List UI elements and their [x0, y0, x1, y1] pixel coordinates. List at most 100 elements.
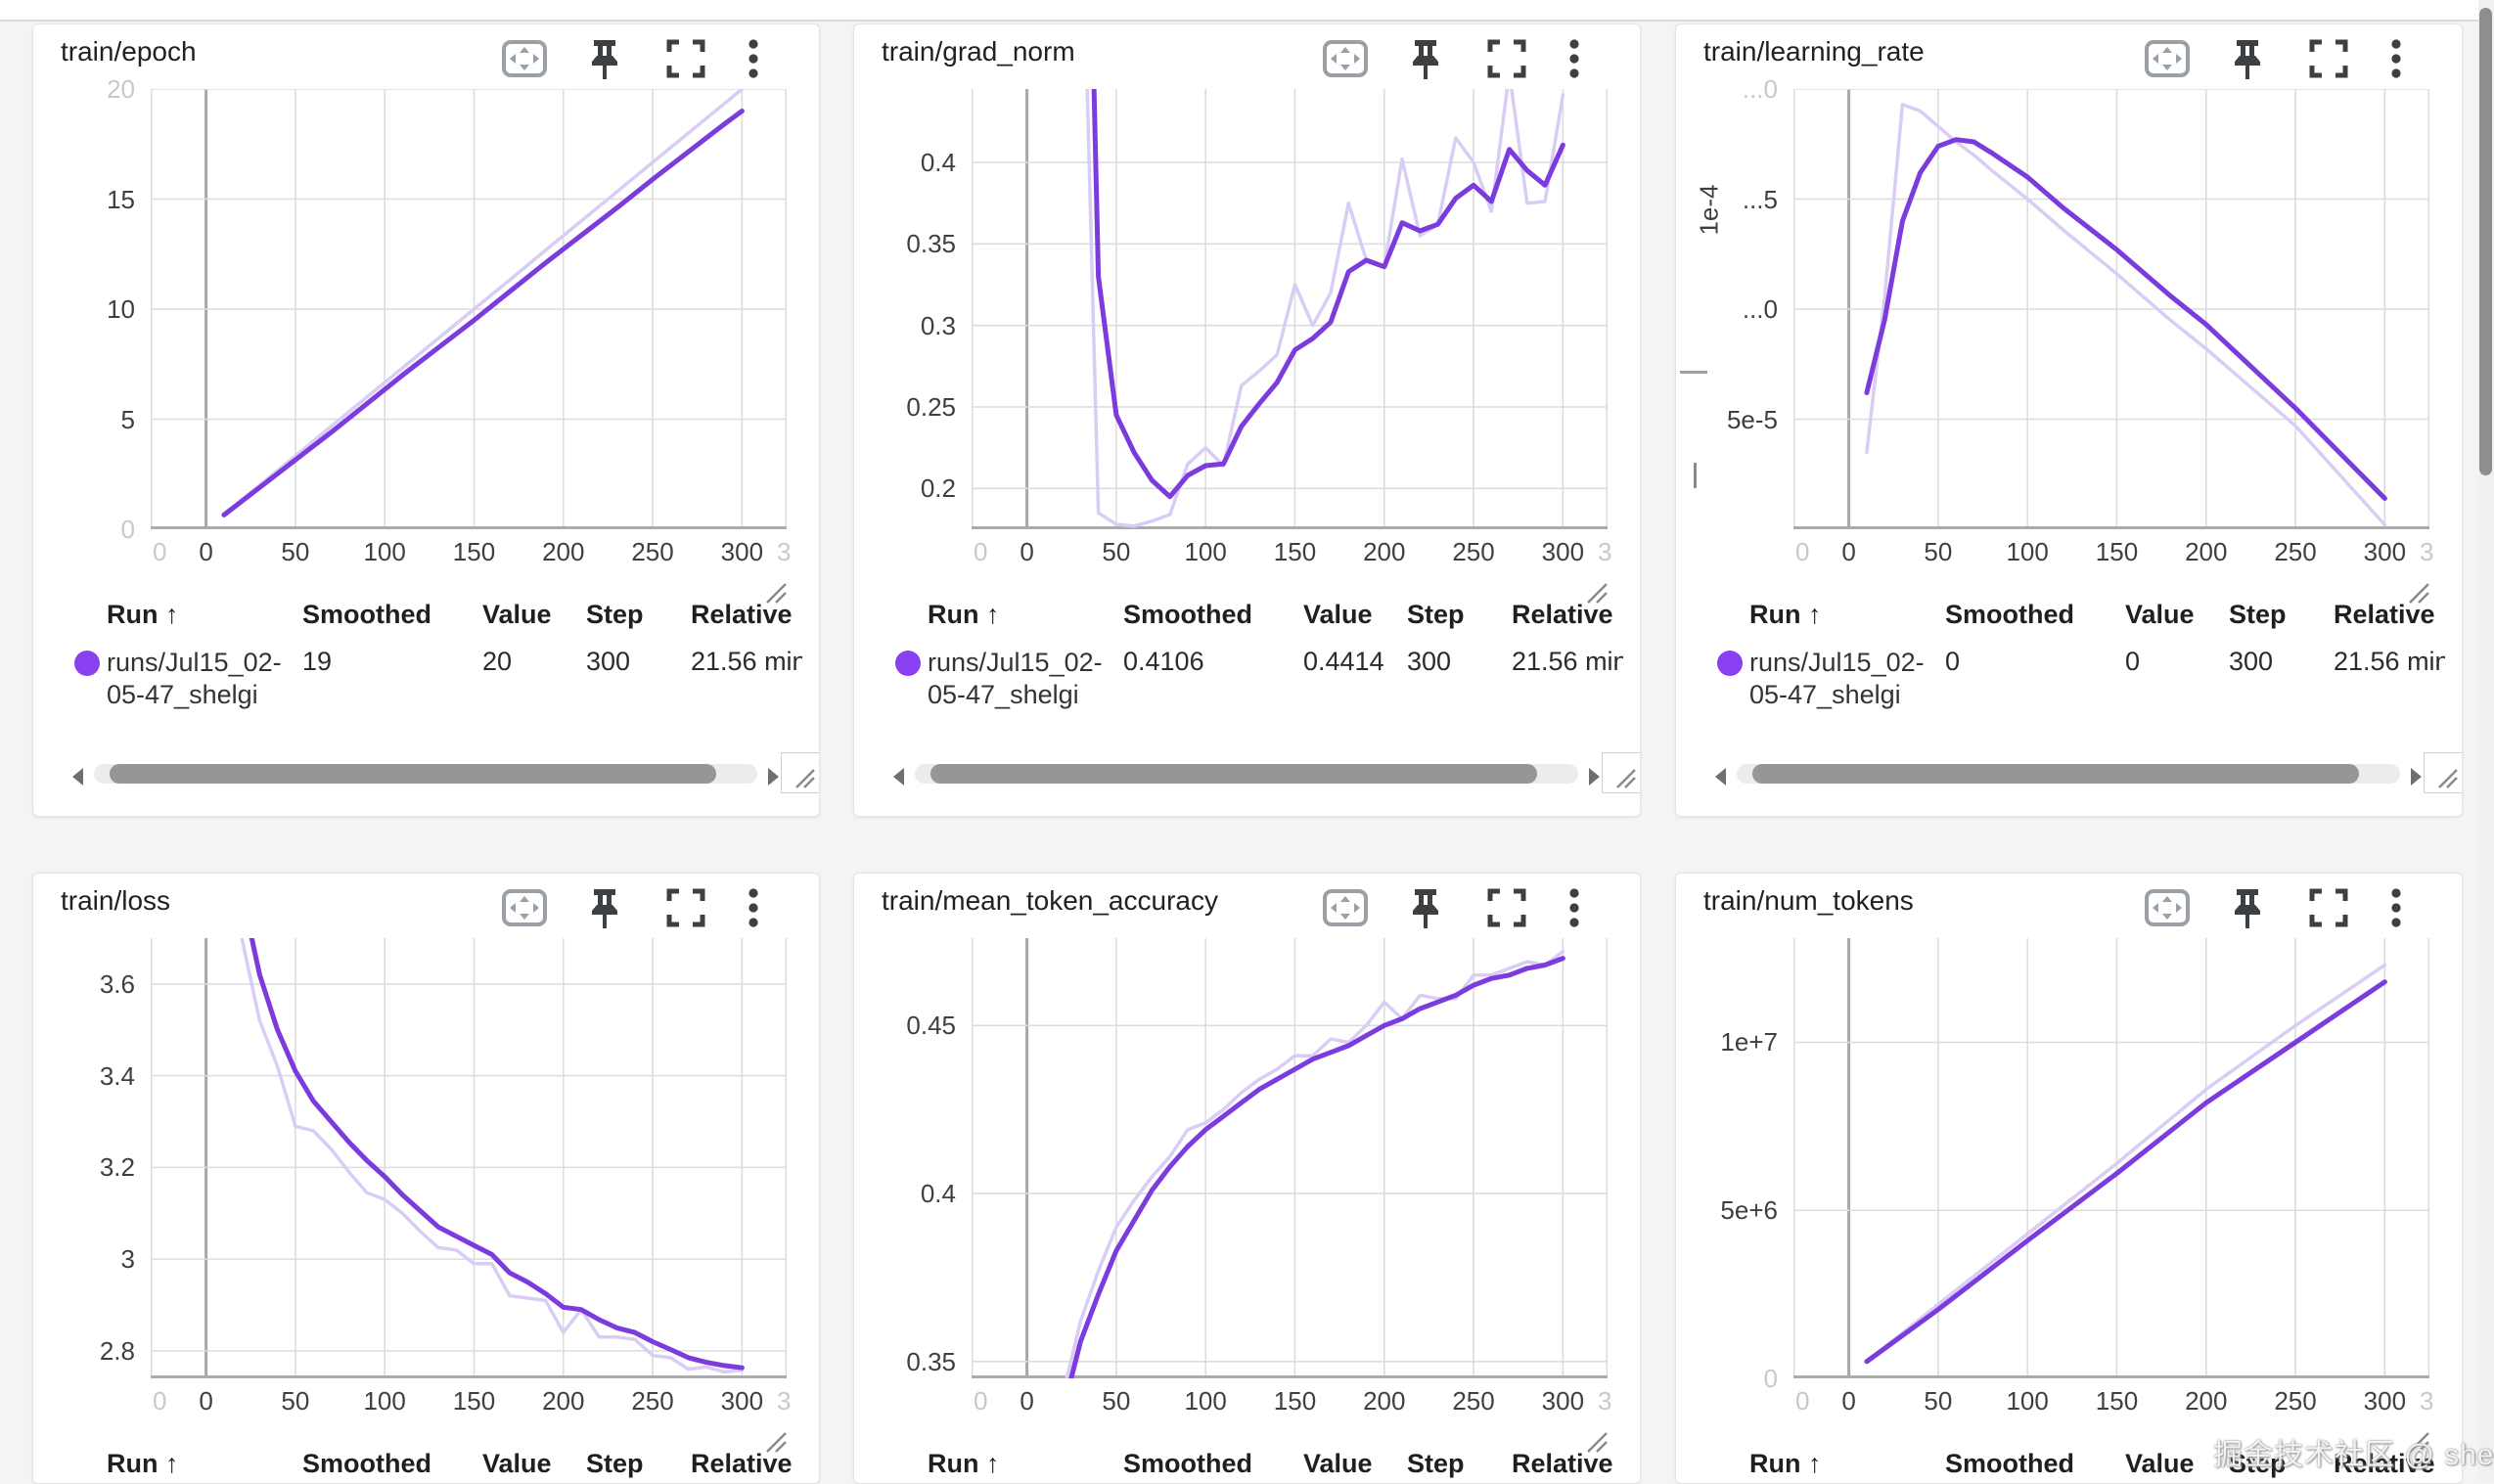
chart-canvas[interactable] [151, 89, 787, 529]
run-smoothed-value: 19 [302, 647, 333, 676]
fullscreen-icon[interactable] [1486, 38, 1527, 84]
scrollbar-thumb[interactable] [110, 764, 716, 784]
fullscreen-icon[interactable] [2308, 38, 2349, 84]
kebab-menu-icon[interactable] [748, 38, 759, 86]
fullscreen-icon[interactable] [665, 887, 706, 933]
run-color-dot [1717, 651, 1743, 676]
legend-col-run[interactable]: Run ↑ [107, 600, 179, 629]
scrollbar-track[interactable] [94, 764, 757, 784]
panel-resize-handle[interactable] [2424, 752, 2462, 793]
x-tick-label: 300 [720, 1386, 764, 1416]
legend-col-run[interactable]: Run ↑ [107, 1449, 179, 1478]
page-scrollbar-thumb[interactable] [2479, 8, 2492, 475]
run-name[interactable]: runs/Jul15_02- 05-47_shelgi [1749, 648, 1925, 709]
chart-canvas[interactable] [1793, 938, 2429, 1378]
chart-plot[interactable]: 20 15 10 5 0 0 0 50 100 150 200 250 300 3 [33, 74, 819, 604]
legend-col-step: Step [586, 1449, 644, 1478]
legend: Run ↑ Smoothed Value Step Relative runs/… [33, 600, 819, 756]
scroll-right-icon[interactable] [765, 766, 783, 787]
run-smoothed-value: 0 [1945, 647, 1961, 676]
kebab-menu-icon[interactable] [1568, 38, 1580, 86]
chart-canvas[interactable] [972, 938, 1608, 1378]
fit-view-icon[interactable] [1322, 887, 1369, 933]
scrollbar-track[interactable] [1737, 764, 2400, 784]
panel-resize-handle[interactable] [781, 752, 819, 793]
panel-actions [1322, 887, 1615, 930]
fit-view-icon[interactable] [1322, 38, 1369, 84]
y-axis-mark [1680, 371, 1707, 374]
chart-canvas[interactable] [972, 89, 1608, 529]
scroll-left-icon[interactable] [68, 766, 86, 787]
page-scrollbar-track[interactable] [2478, 0, 2494, 1482]
chart-plot[interactable]: 3.6 3.4 3.2 3 2.8 0 0 50 100 150 200 250 300 3 [33, 938, 819, 1453]
legend-col-run[interactable]: Run ↑ [1749, 1449, 1822, 1478]
chart-plot[interactable]: 0.45 0.4 0.35 0 0 50 100 150 200 250 300 3 [854, 938, 1640, 1453]
scrollbar-thumb[interactable] [1752, 764, 2359, 784]
y-tick-label: 3 [120, 1244, 135, 1275]
panel-actions [2144, 887, 2437, 930]
legend-col-run[interactable]: Run ↑ [1749, 600, 1822, 629]
chart-plot[interactable]: ...0 ...5 ...0 5e-5 1e-4 0 0 50 100 150 200 250 300… [1676, 74, 2462, 604]
x-tick-label: 3 [777, 537, 792, 566]
fullscreen-icon[interactable] [2308, 887, 2349, 933]
horizontal-scrollbar[interactable] [1676, 752, 2462, 803]
fullscreen-icon[interactable] [665, 38, 706, 84]
x-axis-labels: 0 0 50 100 150 200 250 300 3 [1793, 537, 2433, 570]
pin-icon[interactable] [2228, 887, 2267, 937]
y-tick-label: 0 [120, 515, 135, 544]
y-tick-label: 5e-5 [1726, 404, 1778, 434]
x-tick-label: 300 [2363, 1386, 2407, 1416]
chart-canvas[interactable] [151, 938, 787, 1378]
panel-resize-handle[interactable] [1602, 752, 1640, 793]
chart-resize-icon[interactable] [1580, 578, 1611, 606]
chart-resize-icon[interactable] [759, 1427, 791, 1455]
legend-col-run[interactable]: Run ↑ [928, 1449, 1000, 1478]
pin-icon[interactable] [1406, 887, 1445, 937]
fit-view-icon[interactable] [501, 38, 548, 84]
run-name[interactable]: runs/Jul15_02- 05-47_shelgi [107, 648, 282, 709]
horizontal-scrollbar[interactable] [33, 752, 819, 803]
scrollbar-track[interactable] [915, 764, 1578, 784]
pin-icon[interactable] [1406, 38, 1445, 88]
scroll-left-icon[interactable] [1711, 766, 1729, 787]
panel-actions [2144, 38, 2437, 81]
run-step-value: 300 [1407, 647, 1452, 676]
horizontal-scrollbar[interactable] [854, 752, 1640, 803]
x-tick-label: 200 [1363, 1386, 1406, 1416]
scroll-left-icon[interactable] [889, 766, 907, 787]
run-name[interactable]: runs/Jul15_02- 05-47_shelgi [928, 648, 1103, 709]
scroll-right-icon[interactable] [2408, 766, 2426, 787]
panel-header: train/num_tokens [1676, 874, 2462, 936]
run-value: 0 [2125, 647, 2141, 676]
scrollbar-thumb[interactable] [930, 764, 1537, 784]
top-divider [0, 0, 2494, 22]
chart-resize-icon[interactable] [2402, 1427, 2433, 1455]
chart-resize-icon[interactable] [759, 578, 791, 606]
kebab-menu-icon[interactable] [748, 887, 759, 935]
run-relative-value: 21.56 min [1512, 647, 1623, 676]
fit-view-icon[interactable] [2144, 38, 2191, 84]
chart-resize-icon[interactable] [1580, 1427, 1611, 1455]
fit-view-icon[interactable] [2144, 887, 2191, 933]
legend-col-run[interactable]: Run ↑ [928, 600, 1000, 629]
fullscreen-icon[interactable] [1486, 887, 1527, 933]
metric-panel: train/learning_rate [1675, 23, 2463, 817]
kebab-menu-icon[interactable] [2390, 887, 2402, 935]
chart-canvas[interactable] [1793, 89, 2429, 529]
legend-col-smoothed: Smoothed [1945, 600, 2074, 629]
fit-view-icon[interactable] [501, 887, 548, 933]
y-tick-label: 1e+7 [1720, 1027, 1778, 1057]
pin-icon[interactable] [2228, 38, 2267, 88]
kebab-menu-icon[interactable] [1568, 887, 1580, 935]
legend-col-value: Value [482, 1449, 552, 1478]
x-tick-label: 3 [2420, 1386, 2434, 1416]
pin-icon[interactable] [585, 887, 624, 937]
kebab-menu-icon[interactable] [2390, 38, 2402, 86]
chart-plot[interactable]: 0.4 0.35 0.3 0.25 0.2 0 0 50 100 150 200 250 300 3 [854, 89, 1640, 604]
pin-icon[interactable] [585, 38, 624, 88]
chart-plot[interactable]: 1e+7 5e+6 0 0 0 50 100 150 200 250 300 3 [1676, 938, 2462, 1453]
chart-resize-icon[interactable] [2402, 578, 2433, 606]
scroll-right-icon[interactable] [1586, 766, 1604, 787]
x-tick-label: 150 [452, 1386, 496, 1416]
y-tick-label: ...0 [1742, 74, 1778, 104]
